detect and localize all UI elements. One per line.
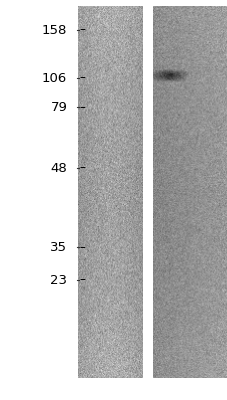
Text: 106: 106	[42, 72, 67, 84]
Text: –: –	[79, 241, 85, 254]
Text: –: –	[79, 101, 85, 114]
Text: 158: 158	[42, 24, 67, 36]
Text: 35: 35	[50, 241, 67, 254]
Text: 79: 79	[50, 101, 67, 114]
Text: 23: 23	[50, 274, 67, 286]
Text: –: –	[79, 24, 85, 36]
Text: –: –	[79, 72, 85, 84]
Text: –: –	[79, 162, 85, 174]
Text: –: –	[79, 274, 85, 286]
Text: 48: 48	[50, 162, 67, 174]
